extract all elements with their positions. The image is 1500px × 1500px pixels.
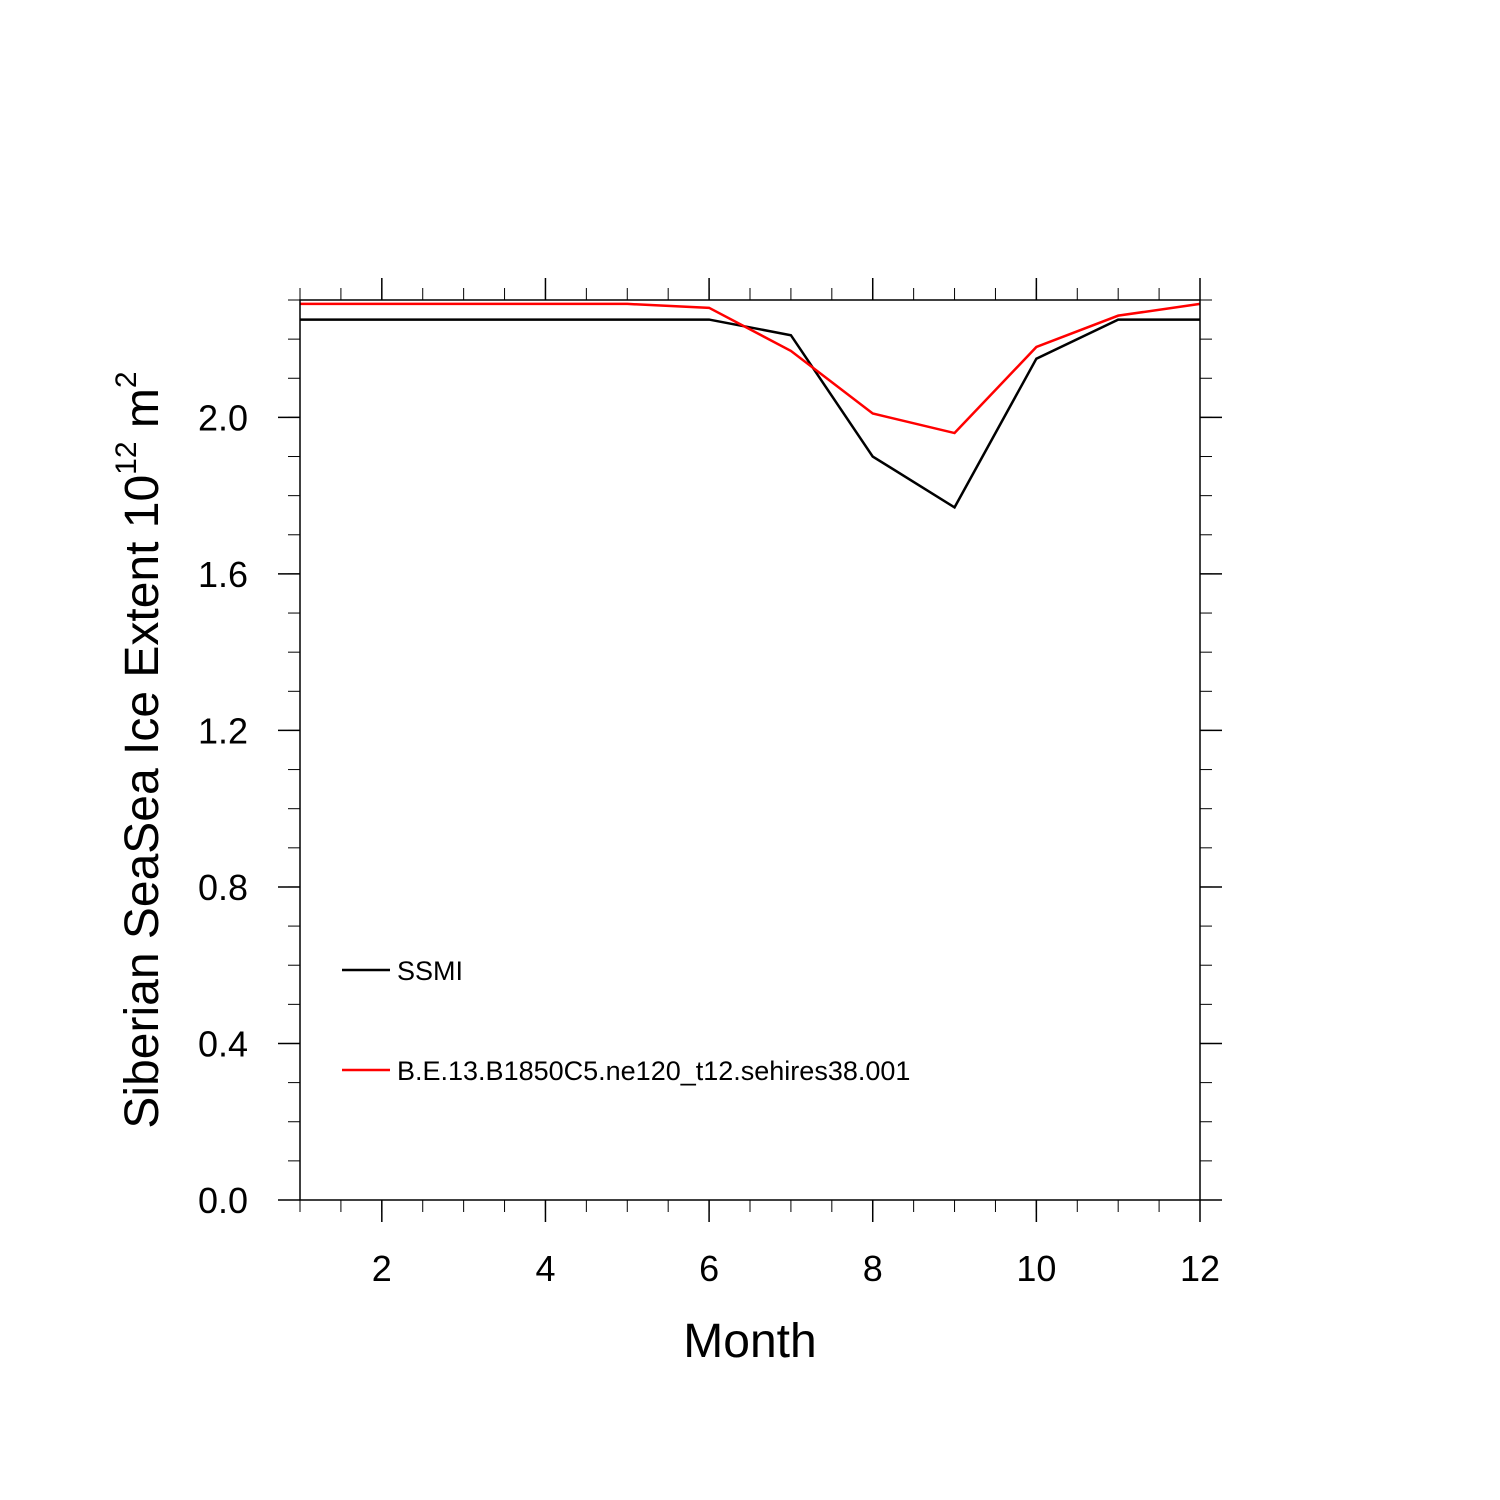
x-tick-label: 12 bbox=[1180, 1248, 1220, 1289]
tick-labels: 2 4 6 8 10 12 0.0 0.4 0.8 1.2 1.6 2.0 bbox=[198, 397, 1220, 1289]
series-line-0 bbox=[300, 318, 1200, 510]
x-tick-label: 2 bbox=[372, 1248, 392, 1289]
major-ticks bbox=[278, 278, 1222, 1222]
y-axis-title-unit: m bbox=[116, 388, 169, 441]
legend-label-ssmi: SSMI bbox=[397, 956, 463, 986]
legend: SSMI B.E.13.B1850C5.ne120_t12.sehires38.… bbox=[342, 956, 910, 1086]
y-tick-label: 0.0 bbox=[198, 1180, 248, 1221]
y-tick-label: 0.4 bbox=[198, 1023, 248, 1064]
y-tick-label: 1.6 bbox=[198, 554, 248, 595]
y-axis-title-unit-exponent: 2 bbox=[110, 371, 143, 388]
x-axis-title: Month bbox=[683, 1315, 816, 1368]
y-axis-title-exponent: 12 bbox=[110, 441, 143, 474]
y-axis-title: Siberian SeaSea Ice Extent 1012 m2 bbox=[110, 371, 169, 1128]
y-tick-label: 2.0 bbox=[198, 397, 248, 438]
x-tick-label: 10 bbox=[1016, 1248, 1056, 1289]
x-tick-label: 6 bbox=[699, 1248, 719, 1289]
y-tick-label: 1.2 bbox=[198, 710, 248, 751]
series-line-1 bbox=[300, 302, 1201, 435]
y-tick-label: 0.8 bbox=[198, 867, 248, 908]
plot-frame bbox=[299, 299, 1201, 1201]
x-tick-label: 8 bbox=[863, 1248, 883, 1289]
legend-label-model: B.E.13.B1850C5.ne120_t12.sehires38.001 bbox=[397, 1056, 910, 1086]
series-lines bbox=[300, 302, 1201, 510]
x-tick-label: 4 bbox=[535, 1248, 555, 1289]
y-axis-title-main: Siberian SeaSea Ice Extent 10 bbox=[116, 475, 169, 1129]
